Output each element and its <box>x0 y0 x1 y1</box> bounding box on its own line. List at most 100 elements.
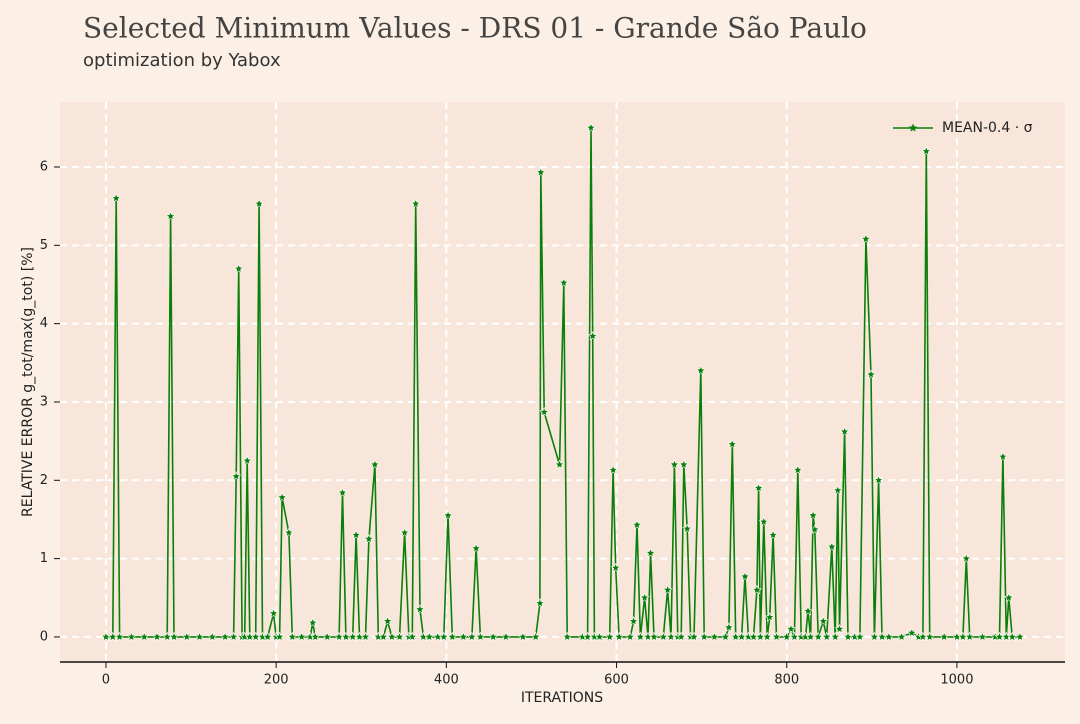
point <box>809 524 820 534</box>
point <box>1014 631 1025 642</box>
legend-marker <box>908 123 918 132</box>
point <box>534 598 545 608</box>
point <box>614 631 625 642</box>
x-tick-label: 200 <box>264 673 289 688</box>
point <box>414 604 425 614</box>
point <box>394 631 405 642</box>
point <box>254 198 265 209</box>
point <box>438 631 449 642</box>
point <box>151 631 163 642</box>
point <box>169 631 180 642</box>
point <box>233 263 244 274</box>
point <box>554 459 565 469</box>
point <box>682 523 693 534</box>
point <box>194 631 205 642</box>
point <box>447 631 458 642</box>
point <box>181 631 192 642</box>
point <box>802 605 814 616</box>
point <box>669 459 680 469</box>
point <box>458 631 469 642</box>
point <box>228 631 239 642</box>
point <box>977 631 988 642</box>
point <box>322 631 333 642</box>
point <box>407 631 418 642</box>
point <box>231 471 242 481</box>
point <box>964 631 975 642</box>
point <box>723 622 734 632</box>
point <box>830 631 841 642</box>
point <box>594 631 605 642</box>
point <box>839 426 850 437</box>
point <box>854 631 865 642</box>
x-tick-label: 400 <box>434 673 459 688</box>
point <box>369 459 380 469</box>
point <box>111 193 122 203</box>
point <box>939 631 950 642</box>
point <box>351 529 362 540</box>
point <box>676 631 687 642</box>
point <box>883 631 894 642</box>
point <box>410 198 421 209</box>
point <box>645 547 656 558</box>
y-axis-label: RELATIVE ERROR g_tot/max(g_tot) [%] <box>20 247 36 517</box>
point <box>287 631 298 642</box>
x-tick-label: 1000 <box>940 673 973 688</box>
point <box>360 631 371 642</box>
point <box>471 543 482 553</box>
point <box>826 541 837 552</box>
point <box>283 527 294 538</box>
y-tick-label: 4 <box>40 316 48 331</box>
point <box>399 527 410 538</box>
point <box>310 631 321 642</box>
point <box>896 631 907 642</box>
point <box>517 631 528 642</box>
point <box>751 584 762 595</box>
point <box>363 533 374 544</box>
point <box>821 631 832 642</box>
point <box>337 487 348 498</box>
point <box>709 631 720 642</box>
point <box>604 631 615 642</box>
point <box>165 211 176 221</box>
series-line <box>106 127 1020 638</box>
point <box>764 612 775 622</box>
point <box>906 627 917 638</box>
point <box>274 631 285 642</box>
point <box>562 631 573 642</box>
point <box>727 439 738 449</box>
x-tick-label: 800 <box>774 673 799 688</box>
y-tick-label: 5 <box>40 238 48 253</box>
point <box>813 631 824 642</box>
point <box>688 631 700 642</box>
point <box>1003 592 1014 603</box>
chart-subtitle: optimization by Yabox <box>83 50 281 71</box>
point <box>242 455 253 466</box>
point <box>466 631 477 642</box>
y-tick-label: 6 <box>40 160 48 175</box>
point <box>585 122 597 133</box>
point <box>500 631 511 642</box>
point <box>808 510 819 520</box>
point <box>753 482 764 493</box>
point <box>114 631 125 642</box>
point <box>771 631 782 642</box>
point <box>382 616 393 626</box>
point <box>126 631 137 642</box>
point <box>860 233 871 244</box>
point <box>758 516 769 527</box>
point <box>699 631 710 642</box>
point <box>220 631 231 642</box>
point <box>610 562 621 573</box>
point <box>873 475 884 485</box>
point <box>268 608 279 618</box>
y-tick-label: 3 <box>40 394 48 409</box>
point <box>628 616 639 626</box>
y-tick-label: 2 <box>40 473 48 488</box>
point <box>792 464 803 475</box>
point <box>378 631 389 642</box>
point <box>834 623 845 634</box>
point <box>139 631 150 642</box>
point <box>768 529 779 540</box>
